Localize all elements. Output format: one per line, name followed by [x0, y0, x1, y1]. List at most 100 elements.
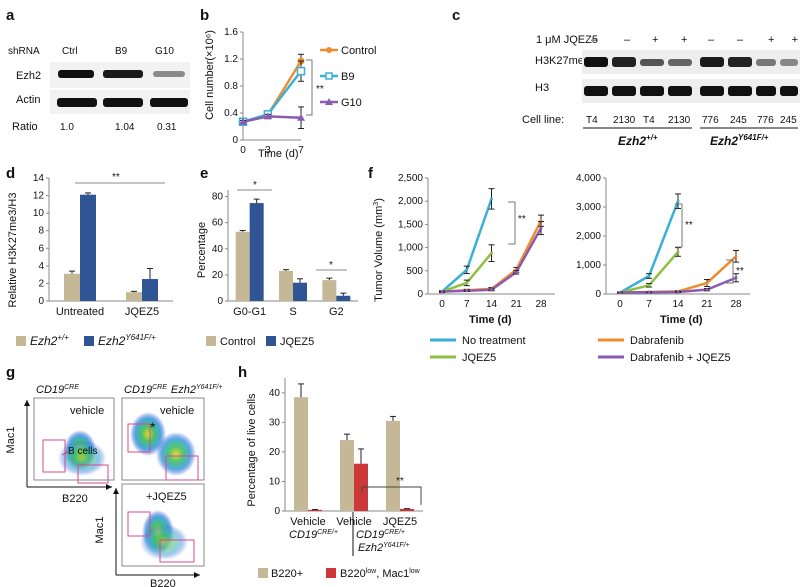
panel-d: d 0 2 4 6 8 10 12 14 Untreated JQEZ5 Relative H3K… [6, 165, 173, 348]
h-ytick-label: 40 [269, 388, 281, 399]
h3k27me3-row-label: H3K27me3 [535, 55, 590, 67]
e-category-label: G0-G1 [233, 306, 266, 318]
c-sign-4: + [681, 34, 687, 46]
d-ytick-label: 10 [33, 208, 45, 219]
f-right-series-dabrafenib-point [734, 254, 738, 258]
b-xtick-label: 7 [298, 145, 304, 156]
actin-band-b9 [103, 98, 143, 107]
panel-b: b 0 0.4 0.8 1.2 1.6 0 3 7 Time (d) Cell number(… [200, 7, 376, 160]
legend-e-jqez5: JQEZ5 [280, 336, 314, 348]
facs-label-vehicle-2: vehicle [160, 405, 194, 417]
f-left-series-jqez5-point [465, 281, 469, 285]
b-series-g10-point [297, 113, 305, 121]
f-left-series-no-treatment-point [490, 197, 493, 201]
f-left-series-dabrafenib-jqez5-point [514, 270, 518, 274]
e-bar-jqez5 [293, 282, 307, 301]
h-ytick-label: 30 [269, 417, 281, 428]
panel-d-legend: Ezh2+/+ Ezh2Y641F/+ [16, 333, 156, 348]
b-xtick-label: 0 [240, 145, 246, 156]
e-bar-jqez5 [249, 203, 264, 301]
h-bar-b220low-mac1low [354, 463, 368, 511]
actin-band-ctrl [57, 98, 97, 107]
f-left-xtick-label: 28 [535, 299, 547, 310]
h-group-label-1: CD19CRE/+ [289, 529, 338, 541]
b-ytick-label: 1.6 [224, 27, 238, 38]
jqez5-treatment-label: 1 μM JQEZ5 [536, 34, 598, 46]
cell-line-2: 2130 [613, 115, 636, 126]
f-left-series-dabrafenib-jqez5-point [465, 289, 469, 293]
panel-f-letter: f [368, 165, 374, 182]
h-bar-b220- [294, 397, 308, 511]
f-left-ytick-label: 1,500 [398, 219, 423, 230]
f-left-ytick-label: 0 [417, 289, 423, 300]
b-ytick-label: 0 [232, 135, 238, 146]
legend-h-b220low: B220low, Mac1low [340, 568, 421, 580]
f-left-ytick-label: 2,500 [398, 173, 423, 184]
f-right-series-jqez5-point [676, 250, 680, 254]
legend-marker-control [326, 47, 332, 53]
c-sign-8: + [792, 34, 798, 46]
legend-h-b220: B220+ [271, 568, 303, 580]
f-left-xtick-label: 0 [439, 299, 445, 310]
legend-e-control: Control [220, 336, 255, 348]
f-right-xtick-label: 28 [730, 299, 742, 310]
c-sign-1: – [591, 34, 598, 46]
panel-e-sig-1: * [253, 180, 257, 191]
f-left-xtick-label: 14 [486, 299, 498, 310]
genotype-mut: Ezh2Y641F/+ [710, 133, 769, 148]
genotype-wt: Ezh2+/+ [618, 133, 658, 148]
panel-d-chart: 0 2 4 6 8 10 12 14 Untreated JQEZ5 [33, 173, 173, 318]
ratio-b9: 1.04 [115, 122, 135, 133]
legend-marker-g10 [325, 98, 333, 105]
panel-b-legend: Control B9 G10 [320, 45, 376, 109]
panel-f-chart-left: 0 500 1,000 1,500 2,000 2,500 0 7 14 21 28 [398, 173, 555, 310]
b-series-g10-point [239, 117, 247, 125]
h-ytick-label: 10 [269, 476, 281, 487]
f-right-ytick-label: 4,000 [576, 173, 601, 184]
h-bar-b220- [386, 420, 400, 511]
f-right-series-no-treatment-point [676, 199, 680, 203]
e-category-label: S [289, 306, 296, 318]
d-category-label: JQEZ5 [125, 306, 159, 318]
panel-b-chart: 0 0.4 0.8 1.2 1.6 0 3 7 [224, 27, 306, 156]
f-left-series-dabrafenib-jqez5-point [539, 226, 543, 230]
panel-c: c 1 μM JQEZ5 – – + + – – + + H3K27me3 H3 [452, 7, 800, 148]
ezh2-row-label: Ezh2 [16, 70, 41, 82]
b-series-g10-point [263, 112, 272, 120]
panel-f-sig-1: ** [518, 214, 526, 225]
cell-line-8: 245 [780, 115, 797, 126]
g-genotype-1: CD19CRE [36, 384, 79, 396]
f-right-ytick-label: 0 [595, 289, 601, 300]
c-sign-3: + [652, 34, 658, 46]
h-bar-b220low-mac1low [400, 508, 414, 511]
d-bar-ezh2- [64, 273, 80, 301]
d-category-label: Untreated [56, 306, 104, 318]
f-left-ytick-label: 1,000 [398, 243, 423, 254]
e-bar-control [279, 270, 293, 301]
f-left-series-jqez5-point [490, 251, 493, 255]
d-bar-ezh2-y641f- [142, 279, 158, 301]
cell-line-6: 245 [730, 115, 747, 126]
ezh2-band-ctrl [58, 70, 94, 78]
legend-marker-b9 [325, 72, 333, 80]
e-ytick-label: 60 [212, 218, 224, 229]
g-y-axis-2: Mac1 [94, 517, 106, 544]
panel-h-ylabel: Percentage of live cells [246, 393, 258, 507]
legend-f-jqez5: JQEZ5 [462, 352, 496, 364]
h-group-label-3: Ezh2Y641F/+ [358, 542, 410, 554]
d-bar-ezh2- [126, 292, 142, 301]
panel-e: e 0 20 40 60 80 G0-G1 S G2 Percentage * * Contr… [196, 165, 358, 348]
cell-line-3: T4 [643, 115, 655, 126]
panel-h-sig: ** [396, 476, 404, 487]
e-ytick-label: 20 [212, 270, 224, 281]
d-ytick-label: 0 [38, 296, 44, 307]
h-ytick-label: 0 [274, 506, 280, 517]
h-category-label: Vehicle [290, 516, 325, 528]
f-right-series-dabrafenib-jqez5-point [647, 290, 651, 294]
c-sign-6: – [737, 34, 744, 46]
b-ytick-label: 1.2 [224, 54, 238, 65]
panel-b-xlabel: Time (d) [258, 148, 299, 160]
f-left-ytick-label: 500 [406, 266, 423, 277]
